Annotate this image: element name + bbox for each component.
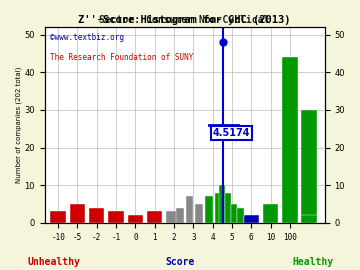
Bar [70, 204, 85, 223]
Bar [186, 197, 193, 223]
Bar [263, 204, 278, 223]
Text: Sector: Consumer Non-Cyclical: Sector: Consumer Non-Cyclical [99, 15, 270, 25]
Bar [282, 57, 298, 223]
Text: ©www.textbiz.org: ©www.textbiz.org [50, 33, 124, 42]
Text: Score: Score [165, 256, 195, 266]
Bar [166, 211, 182, 223]
Bar [301, 110, 317, 223]
Title: Z''-Score Histogram for GHC (2013): Z''-Score Histogram for GHC (2013) [78, 15, 291, 25]
Text: Healthy: Healthy [293, 256, 334, 266]
Bar [205, 197, 213, 223]
Bar [301, 215, 317, 223]
Bar [108, 211, 124, 223]
Bar [128, 215, 143, 223]
Bar [237, 208, 244, 223]
Bar [50, 211, 66, 223]
Bar [231, 204, 237, 223]
Text: 4.5174: 4.5174 [213, 128, 250, 138]
Bar [244, 215, 259, 223]
Bar [195, 204, 203, 223]
Y-axis label: Number of companies (202 total): Number of companies (202 total) [15, 67, 22, 183]
Bar [147, 211, 162, 223]
Bar [219, 185, 225, 223]
Bar [215, 193, 222, 223]
Bar [176, 208, 184, 223]
Bar [225, 193, 231, 223]
Text: Unhealthy: Unhealthy [28, 256, 80, 266]
Bar [89, 208, 104, 223]
Text: The Research Foundation of SUNY: The Research Foundation of SUNY [50, 53, 194, 62]
